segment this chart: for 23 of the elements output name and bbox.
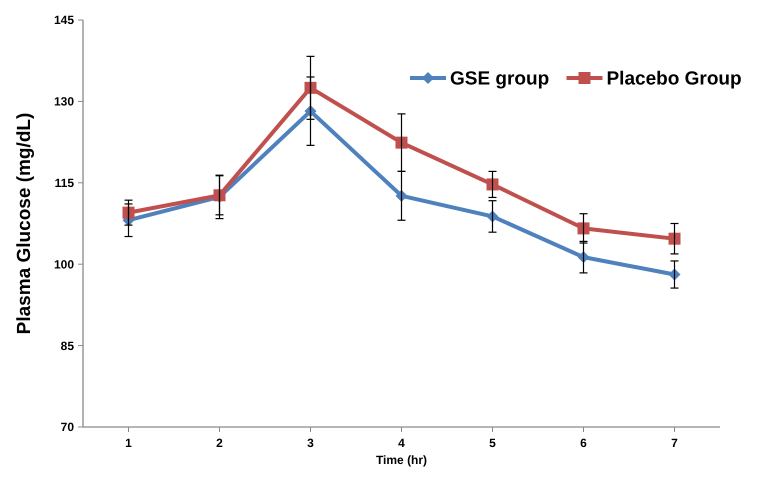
y-tick-label: 100 [54, 257, 74, 272]
x-tick-label: 2 [216, 436, 224, 450]
point [122, 206, 134, 219]
legend-label: GSE group [450, 68, 550, 90]
point [486, 178, 498, 190]
x-tick-label: 6 [580, 436, 588, 450]
x-tick-label: 1 [125, 436, 132, 450]
x-tick-label: 5 [489, 436, 496, 450]
point [304, 82, 316, 94]
y-tick-label: 70 [60, 420, 74, 434]
x-tick-label: 3 [307, 436, 314, 450]
y-tick-label: 145 [54, 13, 74, 28]
y-tick-label: 85 [60, 338, 74, 353]
legend-label: Placebo Group [606, 68, 742, 90]
y-tick-label: 130 [54, 94, 74, 109]
x-axis-title: Time (hr) [376, 453, 428, 467]
point [668, 232, 680, 245]
point [396, 136, 408, 149]
y-axis-title: Plasma Glucose (mg/dL) [14, 112, 35, 334]
x-tick-label: 4 [398, 436, 406, 450]
x-tick-label: 7 [671, 436, 678, 450]
point [578, 222, 590, 234]
y-tick-label: 115 [54, 176, 74, 190]
